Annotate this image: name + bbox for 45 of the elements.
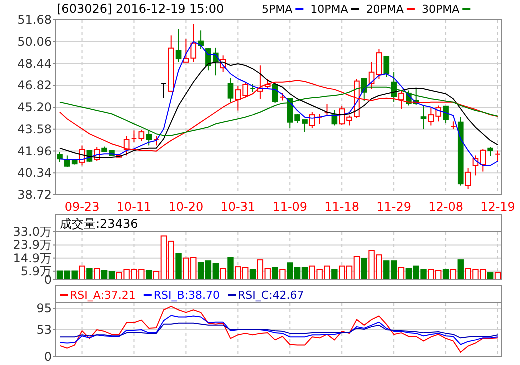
bar: [280, 269, 286, 280]
legend-label: 5PMA: [262, 3, 294, 16]
bar: [79, 266, 86, 280]
bar: [86, 268, 93, 280]
y-tick-label: 0: [44, 350, 52, 364]
bar: [361, 258, 368, 280]
bar: [450, 269, 457, 280]
y-tick-label: 95: [36, 302, 52, 316]
x-tick-label: 11-29: [376, 200, 412, 214]
x-tick-label: 12-08: [428, 200, 464, 214]
chart-title: 成交量:23436: [60, 217, 138, 231]
y-tick-label: 48.44: [18, 56, 52, 71]
legend-label: 10PMA: [310, 3, 349, 16]
x-tick-label: 11-09: [272, 200, 308, 214]
y-tick-label: 38.72: [18, 188, 52, 202]
x-tick-label: 10-31: [220, 200, 256, 214]
x-tick-label: 11-18: [324, 200, 360, 214]
bar: [332, 269, 338, 280]
bar: [220, 268, 226, 280]
legend-label: 20PMA: [366, 3, 404, 16]
y-tick-label: 23.9万: [13, 238, 52, 252]
legend-label: 30PMA: [422, 3, 460, 16]
x-tick-label: 09-23: [64, 200, 100, 214]
y-tick-label: 14.9万: [13, 251, 52, 266]
legend-label: RSI_A:37.21: [70, 289, 136, 302]
y-tick-label: 53: [36, 323, 52, 337]
y-tick-label: 41.96: [18, 144, 52, 158]
x-tick-label: 10-11: [116, 200, 152, 214]
y-tick-label: 51.68: [18, 13, 52, 27]
chart-title: [603026] 2016-12-19 15:00: [57, 2, 224, 16]
y-tick-label: 43.58: [18, 122, 52, 136]
y-tick-label: 46.82: [18, 78, 52, 93]
bar: [228, 257, 234, 280]
y-tick-label: 45.20: [18, 100, 52, 114]
y-tick-label: 40.34: [18, 166, 52, 180]
bar: [272, 267, 278, 280]
bar: [442, 269, 450, 280]
x-tick-label: 12-19: [480, 200, 516, 214]
x-tick-label: 10-20: [168, 200, 204, 214]
bar: [176, 253, 182, 280]
y-tick-label: 50.06: [18, 34, 52, 49]
bar: [458, 260, 464, 280]
legend-label: RSI_B:38.70: [154, 289, 220, 302]
y-tick-label: 33.0万: [13, 225, 52, 239]
legend-label: RSI_C:42.67: [238, 289, 304, 302]
